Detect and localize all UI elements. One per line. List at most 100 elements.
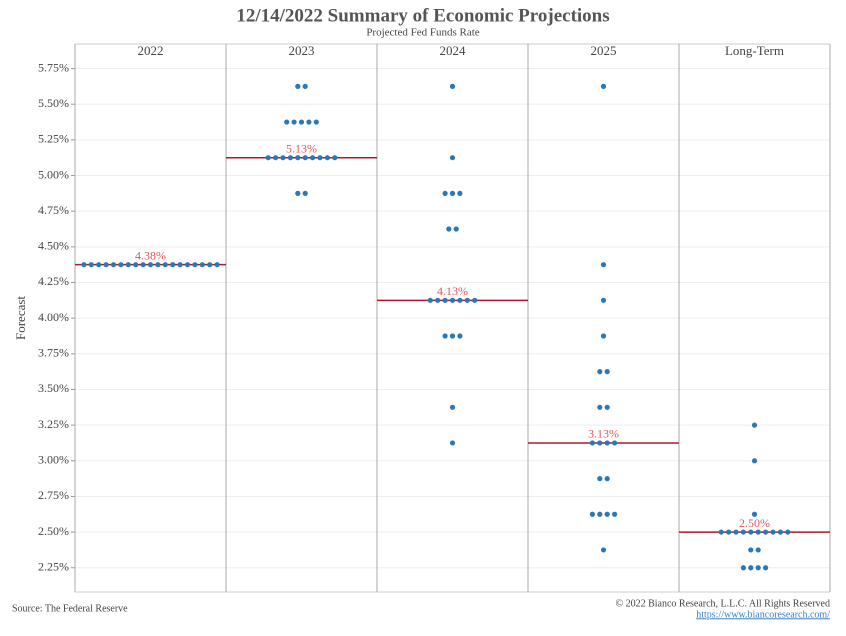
panel-header: Long-Term: [725, 43, 784, 58]
dot: [184, 262, 191, 268]
dot: [472, 297, 478, 303]
dot: [427, 297, 433, 303]
dot: [302, 155, 308, 161]
source: Source: The Federal Reserve: [12, 603, 128, 614]
dot: [755, 529, 761, 535]
dot: [291, 119, 297, 125]
dot: [600, 297, 607, 303]
y-tick-label: 5.25%: [38, 132, 69, 146]
dot: [273, 155, 279, 161]
y-tick-label: 4.00%: [38, 310, 69, 324]
dot: [298, 119, 305, 125]
dot: [96, 262, 102, 268]
median-label: 4.38%: [135, 248, 166, 262]
dot: [589, 511, 596, 517]
dot: [110, 262, 117, 268]
y-axis-label: Forecast: [13, 296, 28, 340]
dot: [118, 262, 124, 268]
dot: [317, 155, 323, 161]
dot: [589, 440, 596, 446]
dot: [751, 458, 758, 464]
dot: [446, 226, 452, 232]
dot: [597, 476, 603, 482]
dot: [332, 155, 338, 161]
dot: [777, 529, 784, 535]
dot: [597, 440, 603, 446]
dot: [435, 297, 441, 303]
panel-header: 2025: [591, 43, 617, 58]
dot: [140, 262, 146, 268]
dot: [442, 297, 448, 303]
dot: [265, 155, 271, 161]
dot: [740, 529, 747, 535]
dot: [604, 369, 610, 375]
dot: [287, 155, 293, 161]
chart-subtitle: Projected Fed Funds Rate: [366, 27, 479, 39]
panel-header: 2024: [440, 43, 467, 58]
dot: [310, 155, 316, 161]
dot: [295, 83, 301, 89]
dot: [302, 190, 308, 196]
y-tick-label: 2.50%: [38, 524, 69, 538]
y-tick-label: 4.50%: [38, 239, 69, 253]
dot: [103, 262, 109, 268]
dot: [733, 529, 739, 535]
dot: [600, 262, 607, 268]
panel-header: 2023: [289, 43, 315, 58]
dot: [88, 262, 94, 268]
dot: [597, 511, 603, 517]
dot: [457, 297, 463, 303]
y-tick-label: 5.75%: [38, 60, 69, 74]
dot: [755, 547, 761, 553]
y-tick-label: 2.25%: [38, 560, 69, 574]
dot: [726, 529, 732, 535]
dot: [464, 297, 470, 303]
y-tick-label: 4.25%: [38, 274, 69, 288]
dot: [449, 333, 456, 339]
dot: [604, 440, 610, 446]
dot: [81, 262, 87, 268]
link[interactable]: https://www.biancoresearch.com/: [696, 609, 830, 620]
y-tick-label: 5.00%: [38, 167, 69, 181]
dot: [718, 529, 724, 535]
median-label: 5.13%: [286, 141, 317, 155]
dot: [214, 262, 220, 268]
dot: [199, 262, 205, 268]
dot: [600, 83, 607, 89]
dot: [457, 333, 463, 339]
dot: [449, 155, 456, 161]
dot: [133, 262, 139, 268]
dot: [597, 369, 603, 375]
dot: [763, 565, 769, 571]
dot: [449, 404, 456, 410]
dot: [763, 529, 769, 535]
dot: [770, 529, 776, 535]
dot: [748, 547, 754, 553]
dot: [751, 511, 758, 517]
dot: [449, 190, 456, 196]
dot: [302, 83, 308, 89]
y-tick-label: 3.50%: [38, 381, 69, 395]
dot: [449, 83, 456, 89]
dot: [748, 529, 754, 535]
credit: © 2022 Bianco Research, L.L.C. All Right…: [615, 598, 830, 609]
dot: [449, 440, 456, 446]
y-tick-label: 3.75%: [38, 346, 69, 360]
dot: [600, 547, 607, 553]
dot: [453, 226, 459, 232]
dot: [442, 333, 448, 339]
dot: [125, 262, 131, 268]
dot: [313, 119, 319, 125]
dot: [604, 511, 610, 517]
chart-title: 12/14/2022 Summary of Economic Projectio…: [236, 5, 609, 26]
dot: [284, 119, 290, 125]
dot: [207, 262, 213, 268]
y-tick-label: 4.75%: [38, 203, 69, 217]
dot: [449, 297, 456, 303]
dot: [597, 404, 603, 410]
dot: [177, 262, 183, 268]
dot: [751, 422, 758, 428]
y-tick-label: 2.75%: [38, 488, 69, 502]
dot: [457, 190, 463, 196]
